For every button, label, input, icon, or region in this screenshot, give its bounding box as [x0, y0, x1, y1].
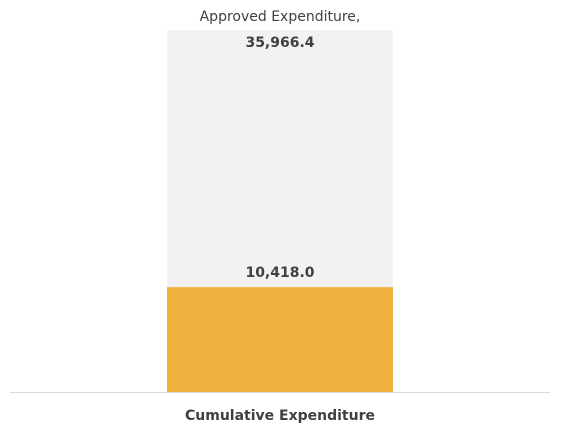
x-tick-label: Cumulative Expenditure	[185, 408, 375, 424]
series-label: Approved Expenditure,	[200, 9, 361, 25]
value-label: 35,966.4	[245, 35, 314, 51]
value-label: 10,418.0	[245, 265, 314, 281]
bar	[167, 287, 393, 392]
